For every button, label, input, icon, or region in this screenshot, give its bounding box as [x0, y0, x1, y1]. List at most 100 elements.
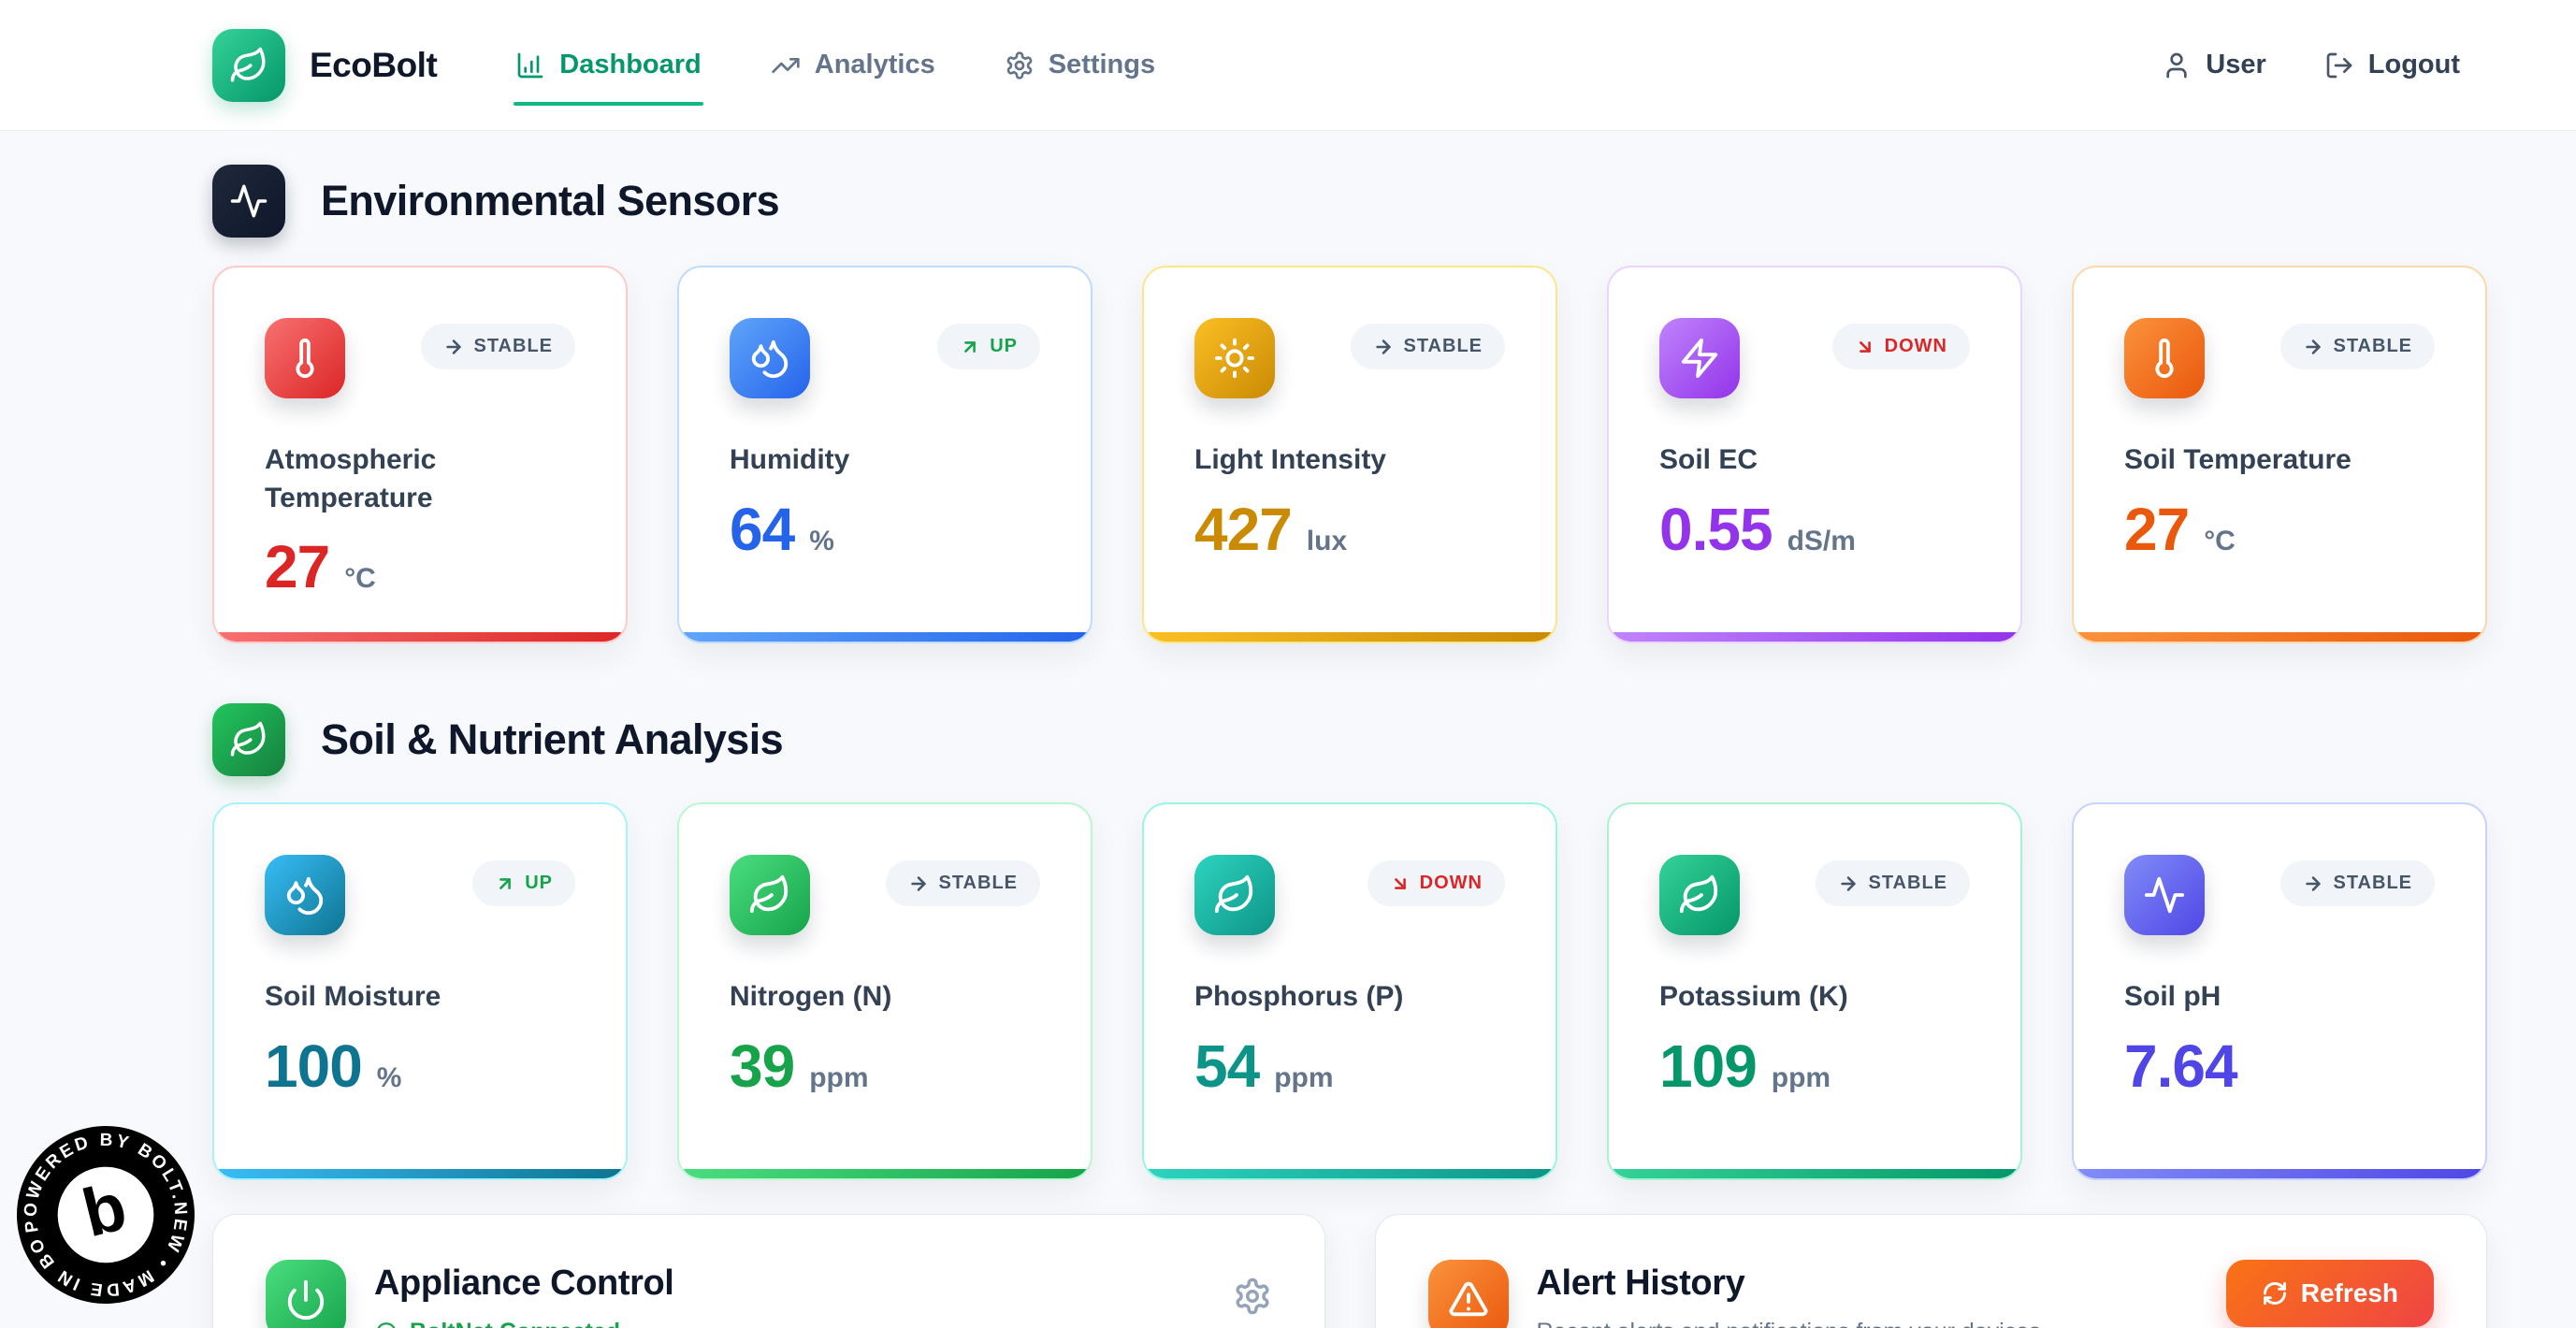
arrow-right-icon	[2303, 873, 2323, 894]
bolt-new-badge[interactable]: POWERED BY BOLT.NEW • MADE IN BOLT • b	[0, 1093, 213, 1322]
bottom-panels: Appliance Control BoltNet Connected Aler…	[212, 1214, 2487, 1328]
soil-section-title: Soil & Nutrient Analysis	[321, 715, 784, 763]
sensor-unit: °C	[2204, 525, 2236, 556]
activity-icon	[2124, 855, 2205, 935]
alert-triangle-icon	[1427, 1260, 1509, 1328]
gear-icon	[1233, 1277, 1272, 1316]
refresh-button[interactable]: Refresh	[2225, 1260, 2434, 1327]
panel-title: Appliance Control	[374, 1263, 674, 1303]
sensor-title: Soil Moisture	[265, 981, 441, 1012]
sensor-title: Soil pH	[2124, 981, 2221, 1012]
sensor-title: Light Intensity	[1194, 444, 1386, 475]
trend-badge: STABLE	[421, 324, 575, 369]
accent-bar	[1609, 632, 2020, 642]
panel-title: Alert History	[1536, 1263, 1745, 1303]
sensor-card-nitrogen: STABLE Nitrogen (N) 39 ppm	[677, 802, 1093, 1180]
thermometer-icon	[265, 318, 345, 398]
env-card-grid: STABLE Atmospheric Temperature 27 °C UP …	[212, 266, 2487, 643]
trend-label: STABLE	[1868, 873, 1947, 893]
sensor-unit: ppm	[1771, 1061, 1831, 1093]
gear-icon	[1005, 51, 1035, 80]
sun-icon	[1194, 318, 1275, 398]
user-menu[interactable]: User	[2162, 50, 2266, 80]
leaf-icon	[1659, 855, 1740, 935]
logout-label: Logout	[2367, 50, 2460, 79]
app-header: EcoBolt Dashboard Analytics Settings Use…	[0, 0, 2576, 131]
thermometer-icon	[2124, 318, 2205, 398]
accent-bar	[2074, 1169, 2485, 1178]
trend-label: DOWN	[1419, 873, 1483, 893]
accent-bar	[679, 1169, 1091, 1178]
sensor-unit: %	[376, 1061, 402, 1093]
refresh-icon	[2262, 1280, 2288, 1306]
trend-badge: STABLE	[1816, 860, 1970, 906]
trend-label: STABLE	[2333, 336, 2412, 356]
sensor-card-soil-temperature: STABLE Soil Temperature 27 °C	[2072, 266, 2487, 643]
nav-analytics-label: Analytics	[814, 50, 935, 79]
account-area: User Logout	[2162, 50, 2460, 80]
logout-button[interactable]: Logout	[2324, 50, 2460, 80]
sensor-value: 109	[1659, 1032, 1758, 1100]
app-logo	[212, 28, 285, 102]
refresh-label: Refresh	[2300, 1278, 2398, 1307]
sensor-unit: lux	[1306, 525, 1348, 556]
sensor-card-soil-ph: STABLE Soil pH 7.64	[2072, 802, 2487, 1180]
sensor-title: Soil EC	[1659, 444, 1758, 475]
bar-chart-icon	[515, 51, 545, 80]
brand-name: EcoBolt	[310, 45, 438, 84]
env-section-title: Environmental Sensors	[321, 177, 780, 224]
trend-label: DOWN	[1884, 336, 1947, 356]
arrow-right-icon	[443, 337, 464, 357]
sensor-card-phosphorus: DOWN Phosphorus (P) 54 ppm	[1142, 802, 1557, 1180]
arrow-right-icon	[1838, 873, 1859, 894]
user-label: User	[2206, 50, 2266, 79]
nav-settings-label: Settings	[1048, 50, 1156, 79]
sensor-title: Soil Temperature	[2124, 444, 2352, 475]
trend-label: UP	[990, 336, 1018, 356]
arrow-up-right-icon	[960, 337, 980, 357]
appliance-settings-button[interactable]	[1233, 1277, 1272, 1316]
trend-label: UP	[525, 873, 553, 893]
trend-badge: STABLE	[886, 860, 1040, 906]
trend-badge: DOWN	[1831, 324, 1970, 369]
sensor-card-atmospheric-temperature: STABLE Atmospheric Temperature 27 °C	[212, 266, 628, 643]
trend-label: STABLE	[473, 336, 553, 356]
accent-bar	[679, 632, 1091, 642]
boltnet-status: BoltNet Connected	[374, 1319, 673, 1328]
arrow-right-icon	[908, 873, 929, 894]
zap-icon	[1659, 318, 1740, 398]
env-section-header: Environmental Sensors	[212, 165, 2576, 238]
main-nav: Dashboard Analytics Settings	[514, 50, 1155, 106]
panel-subtitle: Recent alerts and notifications from you…	[1537, 1319, 2041, 1328]
main-content: Environmental Sensors STABLE Atmospheric…	[0, 131, 2576, 1328]
trend-badge: STABLE	[2280, 324, 2435, 369]
leaf-icon	[229, 46, 268, 85]
leaf-icon	[212, 703, 285, 776]
sensor-unit: ppm	[1274, 1061, 1334, 1093]
appliance-control-panel: Appliance Control BoltNet Connected	[212, 1214, 1325, 1328]
accent-bar	[214, 632, 626, 642]
sensor-value: 54	[1194, 1032, 1260, 1100]
sensor-unit: °C	[344, 563, 376, 594]
sensor-card-humidity: UP Humidity 64 %	[677, 266, 1093, 643]
trend-badge: UP	[937, 324, 1040, 369]
trend-label: STABLE	[1403, 336, 1483, 356]
trend-badge: UP	[472, 860, 575, 906]
activity-icon	[212, 165, 285, 238]
sensor-value: 39	[730, 1032, 795, 1100]
accent-bar	[1144, 632, 1556, 642]
trending-up-icon	[771, 51, 801, 80]
trend-badge: STABLE	[2280, 860, 2435, 906]
sensor-title: Atmospheric Temperature	[265, 444, 437, 513]
leaf-icon	[1194, 855, 1275, 935]
droplets-icon	[265, 855, 345, 935]
arrow-down-right-icon	[1390, 873, 1411, 894]
nav-analytics[interactable]: Analytics	[771, 50, 935, 80]
accent-bar	[1609, 1169, 2020, 1178]
accent-bar	[214, 1169, 626, 1178]
arrow-right-icon	[2303, 337, 2323, 357]
nav-dashboard[interactable]: Dashboard	[514, 50, 704, 106]
arrow-down-right-icon	[1855, 337, 1875, 357]
sensor-unit: ppm	[809, 1061, 869, 1093]
nav-settings[interactable]: Settings	[1005, 50, 1155, 80]
